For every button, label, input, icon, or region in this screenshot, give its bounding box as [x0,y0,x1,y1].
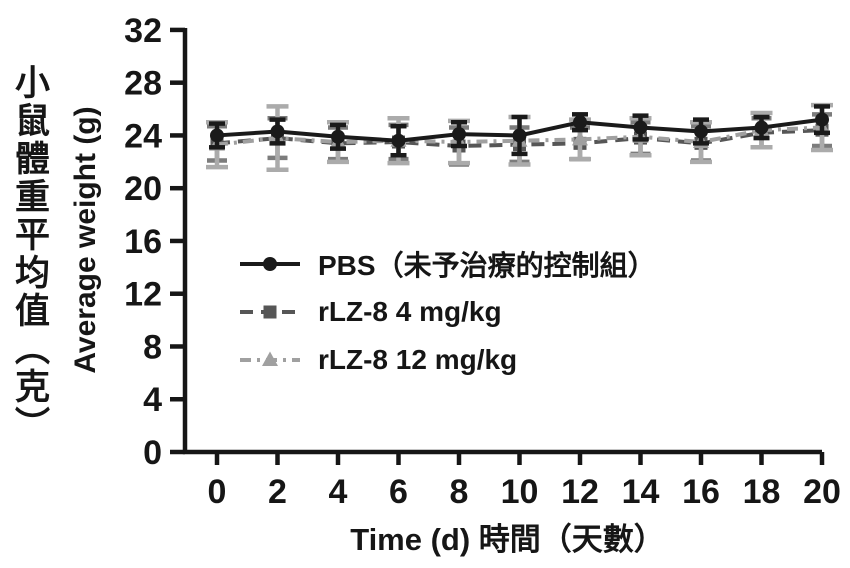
legend-label-rlz8-4: rLZ-8 4 mg/kg [318,296,502,327]
x-axis-tick-label: 6 [389,473,408,511]
data-point-marker [210,128,224,143]
legend-marker-pbs [240,257,300,271]
data-point-marker [754,120,769,135]
y-axis-tick-label: 16 [124,223,162,261]
legend-item-pbs: PBS（未予治療的控制組） [238,240,656,288]
legend-item-rlz8-12: rLZ-8 12 mg/kg [238,336,656,384]
y-axis-tick-label: 12 [124,276,162,314]
data-point-marker [262,351,278,366]
x-axis-tick-label: 0 [208,473,227,511]
y-axis-tick-label: 24 [124,117,162,155]
data-point-marker [331,129,345,144]
data-point-marker [452,127,466,142]
x-axis-tick-label: 12 [561,473,599,511]
y-axis-tick-label: 20 [124,170,162,208]
data-point-marker [572,130,588,146]
y-axis-label-cjk: 小鼠體重平均值（克） [10,64,49,444]
legend-label-rlz8-12: rLZ-8 12 mg/kg [318,344,518,375]
x-axis-tick-label: 18 [743,473,781,511]
legend-marker-rlz8-12 [240,351,300,366]
legend-label-pbs: PBS（未予治療的控制組） [318,250,656,281]
data-point-marker [263,305,277,319]
x-axis-label: Time (d) 時間（天數） [350,522,665,557]
data-point-marker [633,120,648,135]
y-axis-tick-label: 4 [143,381,162,419]
x-axis-tick-label: 2 [268,473,287,511]
x-axis-tick-label: 14 [622,473,660,511]
x-axis-tick-label: 8 [450,473,469,511]
data-point-marker [270,124,285,139]
x-axis-tick-label: 10 [501,473,539,511]
y-axis-tick-label: 8 [143,328,162,366]
legend: PBS（未予治療的控制組） rLZ-8 4 mg/kg rLZ-8 12 mg/… [238,240,656,384]
data-point-marker [391,133,406,148]
legend-marker-rlz8-4 [240,305,300,319]
x-axis-tick-label: 16 [682,473,720,511]
y-axis-tick-label: 0 [143,434,162,472]
data-point-marker [512,128,527,143]
data-point-marker [573,115,587,130]
data-point-marker [263,257,277,271]
y-axis-tick-label: 28 [124,65,162,103]
legend-item-rlz8-4: rLZ-8 4 mg/kg [238,288,656,336]
x-axis-tick-label: 4 [329,473,348,511]
y-axis-tick-label: 32 [124,12,162,50]
x-axis-tick-label: 20 [803,473,841,511]
data-point-marker [694,124,708,139]
data-point-marker [815,112,829,127]
